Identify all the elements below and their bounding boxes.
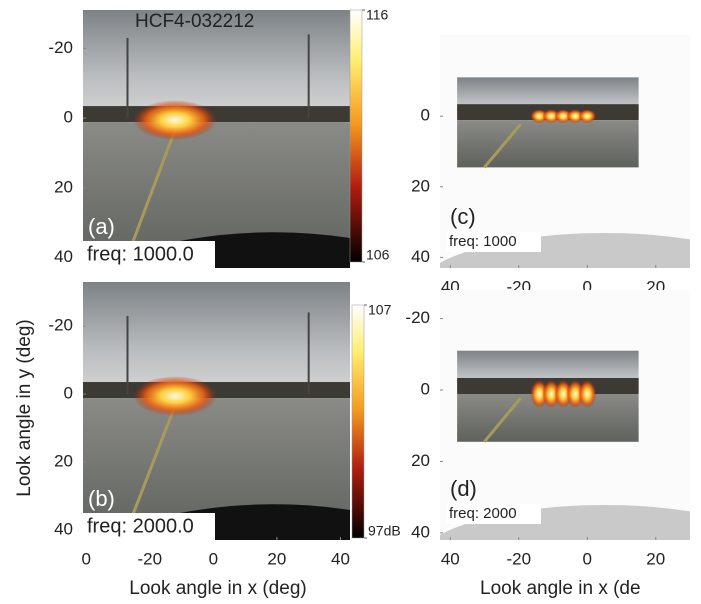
- y-tick-label: 20: [54, 177, 73, 196]
- y-tick-label: 0: [64, 384, 73, 403]
- x-tick-label: 20: [646, 549, 665, 568]
- colorbar-tick-label: 116: [366, 7, 389, 23]
- panel: [83, 282, 350, 540]
- y-tick-label: 40: [411, 247, 430, 266]
- chart-title: HCF4-032212: [135, 11, 254, 32]
- y-axis-label: Look angle in y (deg): [14, 319, 35, 496]
- x-tick-label: 0: [81, 549, 90, 568]
- y-tick-label: 40: [411, 522, 430, 541]
- panel-label: (a): [88, 214, 115, 239]
- colorbar-tick-label: 107: [368, 302, 392, 318]
- annotation: freq: 2000: [449, 505, 517, 522]
- x-axis-label: Look angle in x (deg): [129, 578, 306, 599]
- x-tick-label: -20: [137, 549, 162, 568]
- panel: [440, 35, 690, 268]
- x-tick-label: 20: [267, 549, 286, 568]
- panel: [440, 290, 690, 540]
- annotation: freq: 2000.0: [87, 515, 194, 537]
- colorbar-tick-label: 106: [366, 247, 390, 263]
- annotation-box: [83, 241, 215, 268]
- y-tick-label: 0: [421, 106, 430, 125]
- y-tick-label: -20: [48, 316, 73, 335]
- panel: [83, 10, 350, 268]
- colorbar: [351, 304, 365, 539]
- road-line: [483, 397, 522, 443]
- annotation-box: [83, 513, 215, 540]
- x-tick-label: -20: [506, 549, 531, 568]
- annotation-box: [446, 232, 541, 252]
- panel-label: (c): [450, 204, 476, 229]
- y-tick-label: 20: [411, 176, 430, 195]
- annotation: freq: 1000.0: [87, 243, 194, 265]
- hotspot: [578, 109, 597, 124]
- hood: [440, 505, 690, 540]
- y-tick-label: 0: [421, 379, 430, 398]
- y-tick-label: 20: [54, 451, 73, 470]
- y-tick-label: -20: [405, 308, 430, 327]
- colorbar-tick-label: 97dB: [368, 523, 401, 539]
- hood: [440, 233, 690, 268]
- hotspot: [578, 380, 597, 408]
- y-tick-label: 40: [54, 247, 73, 266]
- x-tick-label: 0: [583, 277, 592, 296]
- y-tick-label: 20: [411, 451, 430, 470]
- panel-label: (d): [450, 476, 477, 501]
- sky: [83, 282, 350, 395]
- ground: [457, 120, 639, 168]
- x-tick-label: 40: [441, 549, 460, 568]
- x-axis-label: Look angle in x (de: [480, 578, 641, 599]
- annotation-box: [446, 504, 541, 524]
- x-tick-label: 0: [583, 549, 592, 568]
- colorbar: [349, 9, 363, 263]
- hotspot: [133, 100, 218, 141]
- road-line: [483, 123, 522, 169]
- y-tick-label: 40: [54, 519, 73, 538]
- x-tick-label: 40: [331, 549, 350, 568]
- annotation: freq: 1000: [449, 233, 517, 250]
- y-tick-label: 0: [64, 108, 73, 127]
- panel-label: (b): [88, 486, 115, 511]
- x-tick-label: 0: [209, 549, 218, 568]
- y-tick-label: -20: [48, 38, 73, 57]
- hotspot: [133, 376, 218, 417]
